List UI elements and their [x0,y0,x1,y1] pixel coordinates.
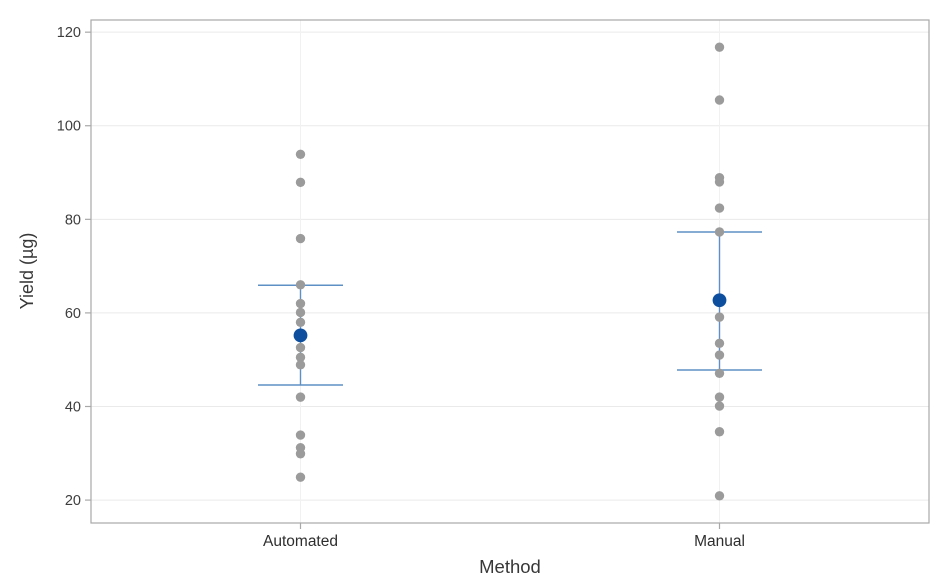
data-point [714,401,725,411]
data-point [714,368,725,378]
data-point [295,342,306,353]
data-point [714,312,725,322]
data-point [295,233,306,244]
y-tick-label: 40 [65,399,81,415]
data-point [295,449,306,459]
plot-border [90,19,930,524]
y-tick-label: 100 [57,119,81,135]
mean-point [293,328,308,343]
data-point [714,427,725,437]
y-tick-label: 20 [65,493,81,509]
data-point [295,317,306,327]
data-point [714,392,725,402]
y-tick-label: 80 [65,212,81,228]
data-point [295,352,306,363]
data-point [295,360,306,370]
x-axis-title: Method [479,556,541,577]
y-axis-title: Yield (µg) [17,232,37,310]
data-point [714,95,725,105]
y-tick-label: 120 [57,25,81,41]
data-point [295,472,306,482]
data-point [295,298,306,309]
data-point [714,177,725,187]
x-category-label: Manual [694,533,745,550]
x-category-label: Automated [263,533,338,550]
data-point [714,491,725,501]
y-tick-label: 60 [65,306,81,322]
data-point [295,280,306,290]
data-point [295,149,306,159]
data-point [295,307,306,318]
data-point [714,203,725,213]
data-point [714,350,725,360]
data-point [295,392,306,402]
data-point [714,42,725,52]
data-point [295,177,306,188]
mean-point [712,293,727,308]
data-point [714,227,725,237]
data-point [714,338,725,349]
data-point [295,430,306,440]
